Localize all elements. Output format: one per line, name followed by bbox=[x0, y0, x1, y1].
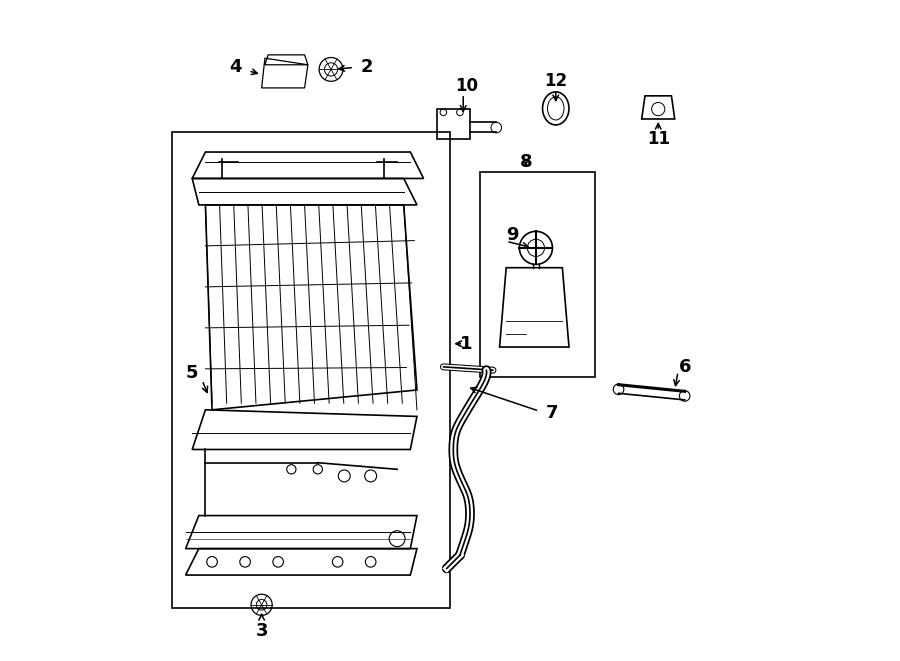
Text: 5: 5 bbox=[186, 364, 199, 383]
Text: 10: 10 bbox=[455, 77, 478, 95]
Text: 4: 4 bbox=[229, 58, 241, 77]
Text: 1: 1 bbox=[460, 334, 473, 353]
Text: 11: 11 bbox=[647, 130, 670, 148]
Bar bbox=[173, 132, 450, 608]
Text: 8: 8 bbox=[519, 153, 532, 171]
Text: 7: 7 bbox=[546, 404, 559, 422]
Text: 3: 3 bbox=[256, 622, 268, 641]
Bar bbox=[480, 172, 596, 377]
Text: 9: 9 bbox=[507, 225, 519, 244]
Text: 12: 12 bbox=[544, 71, 567, 90]
Text: 6: 6 bbox=[679, 358, 691, 376]
Text: 2: 2 bbox=[361, 58, 374, 77]
